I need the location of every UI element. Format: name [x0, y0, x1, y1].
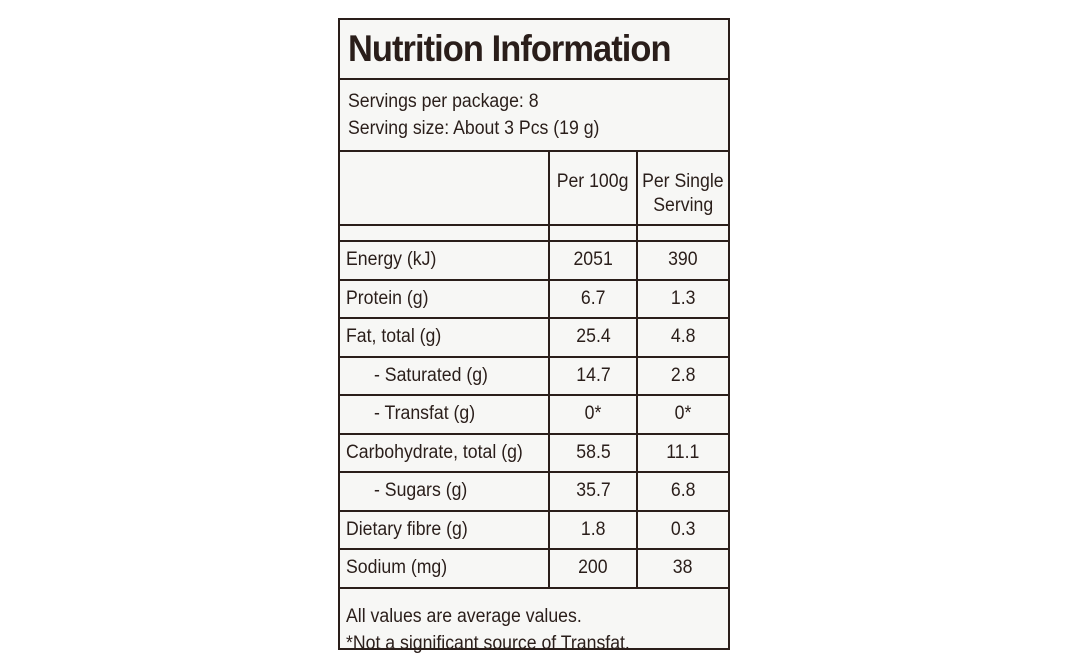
footnote-average: All values are average values. — [346, 605, 582, 627]
row-per-serving: 4.8 — [670, 326, 696, 348]
row-per-100g: 14.7 — [575, 364, 611, 386]
header-spacer-row — [340, 226, 728, 242]
row-label: Dietary fibre (g) — [346, 518, 468, 540]
table-header-row: Per 100g Per Single Serving — [340, 152, 728, 226]
nutrition-table: Per 100g Per Single Serving Energy (kJ) … — [340, 152, 728, 589]
table-row-sodium: Sodium (mg) 200 38 — [340, 550, 728, 587]
row-per-serving: 38 — [673, 557, 693, 579]
table-row-fat-total: Fat, total (g) 25.4 4.8 — [340, 319, 728, 358]
header-blank-cell — [340, 152, 548, 224]
row-per-100g: 200 — [578, 557, 608, 579]
table-row-saturated: - Saturated (g) 14.7 2.8 — [340, 357, 728, 396]
row-per-serving: 6.8 — [670, 480, 696, 502]
row-label: Protein (g) — [346, 287, 429, 309]
row-label: Carbohydrate, total (g) — [346, 441, 523, 463]
serving-size: Serving size: About 3 Pcs (19 g) — [348, 118, 600, 139]
header-per-serving-line1: Per Single — [642, 171, 724, 192]
table-row-sugars: - Sugars (g) 35.7 6.8 — [340, 473, 728, 512]
table-row-carbohydrate: Carbohydrate, total (g) 58.5 11.1 — [340, 434, 728, 473]
row-per-100g: 6.7 — [580, 287, 606, 309]
row-per-100g: 0* — [584, 403, 602, 425]
row-per-serving: 2.8 — [670, 364, 696, 386]
header-per-100g: Per 100g — [548, 152, 636, 224]
row-label: - Saturated (g) — [374, 364, 488, 386]
row-per-100g: 2051 — [573, 249, 613, 271]
row-per-100g: 58.5 — [575, 441, 611, 463]
row-per-100g: 25.4 — [575, 326, 611, 348]
row-per-serving: 390 — [668, 249, 698, 271]
table-row-energy: Energy (kJ) 2051 390 — [340, 242, 728, 281]
row-per-serving: 1.3 — [670, 287, 696, 309]
header-per-serving-line2: Serving — [653, 195, 713, 216]
row-label: Fat, total (g) — [346, 326, 442, 348]
footnote-transfat: *Not a significant source of Transfat. — [346, 632, 630, 654]
row-per-serving: 11.1 — [666, 441, 700, 463]
row-per-serving: 0.3 — [670, 518, 696, 540]
row-per-serving: 0* — [674, 403, 692, 425]
table-row-transfat: - Transfat (g) 0* 0* — [340, 396, 728, 435]
row-per-100g: 35.7 — [575, 480, 611, 502]
panel-title: Nutrition Information — [348, 28, 672, 69]
servings-per-package: Servings per package: 8 — [348, 91, 539, 112]
nutrition-panel: Nutrition Information Servings per packa… — [338, 18, 730, 654]
row-label: - Sugars (g) — [374, 480, 468, 502]
footer-notes: All values are average values. *Not a si… — [340, 589, 728, 657]
table-row-protein: Protein (g) 6.7 1.3 — [340, 280, 728, 319]
row-per-100g: 1.8 — [580, 518, 606, 540]
table-row-dietary-fibre: Dietary fibre (g) 1.8 0.3 — [340, 511, 728, 550]
row-label: - Transfat (g) — [374, 403, 476, 425]
title-section: Nutrition Information — [340, 20, 728, 80]
row-label: Sodium (mg) — [346, 557, 448, 579]
servings-section: Servings per package: 8 Serving size: Ab… — [340, 80, 728, 152]
row-label: Energy (kJ) — [346, 249, 437, 271]
header-per-serving: Per Single Serving — [636, 152, 728, 224]
